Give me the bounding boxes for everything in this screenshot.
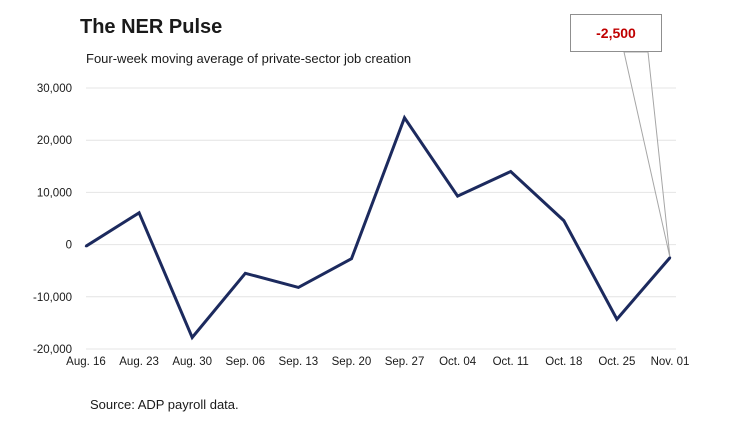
x-tick-label: Aug. 23 [119,356,159,368]
y-tick-label: 10,000 [37,187,72,199]
y-tick-label: 30,000 [37,83,72,95]
x-tick-label: Sep. 20 [332,356,372,368]
x-tick-label: Oct. 25 [598,356,635,368]
x-tick-label: Sep. 27 [385,356,425,368]
callout-leader-lines [623,51,671,258]
data-point [244,272,247,275]
x-tick-label: Sep. 06 [225,356,265,368]
callout-pointer [623,51,671,258]
data-point [190,336,194,339]
y-tick-label: 20,000 [37,135,72,147]
x-tick-label: Sep. 13 [279,356,319,368]
x-tick-label: Oct. 11 [493,356,529,368]
y-tick-label: -20,000 [33,344,72,356]
series-lines [84,114,672,341]
chart-subtitle: Four-week moving average of private-sect… [86,51,412,66]
data-point [456,194,459,198]
gridlines [86,87,676,350]
x-tick-label: Oct. 18 [545,356,582,368]
data-point [562,219,566,222]
y-tick-label: 0 [66,240,72,252]
data-point [668,256,672,259]
callout-box: -2,500 [570,14,662,52]
data-point [509,170,512,173]
y-axis-ticks: 30,000 20,000 10,000 0 -10,000 -20,000 [33,83,72,356]
data-point [615,318,619,321]
chart-title: The NER Pulse [80,16,223,38]
data-point [297,286,300,289]
series-line [85,114,672,341]
data-point [350,257,353,260]
source-note: Source: ADP payroll data. [90,397,239,412]
y-tick-label: -10,000 [33,292,72,304]
x-tick-label: Aug. 16 [66,356,106,368]
x-tick-label: Aug. 30 [172,356,212,368]
x-tick-label: Nov. 01 [651,356,690,368]
data-point [137,211,141,214]
x-axis-ticks: Aug. 16 Aug. 23 Aug. 30 Sep. 06 Sep. 13 Sep. … [66,356,689,368]
data-point [403,116,406,119]
data-point [84,244,88,248]
x-tick-label: Oct. 04 [439,356,477,368]
